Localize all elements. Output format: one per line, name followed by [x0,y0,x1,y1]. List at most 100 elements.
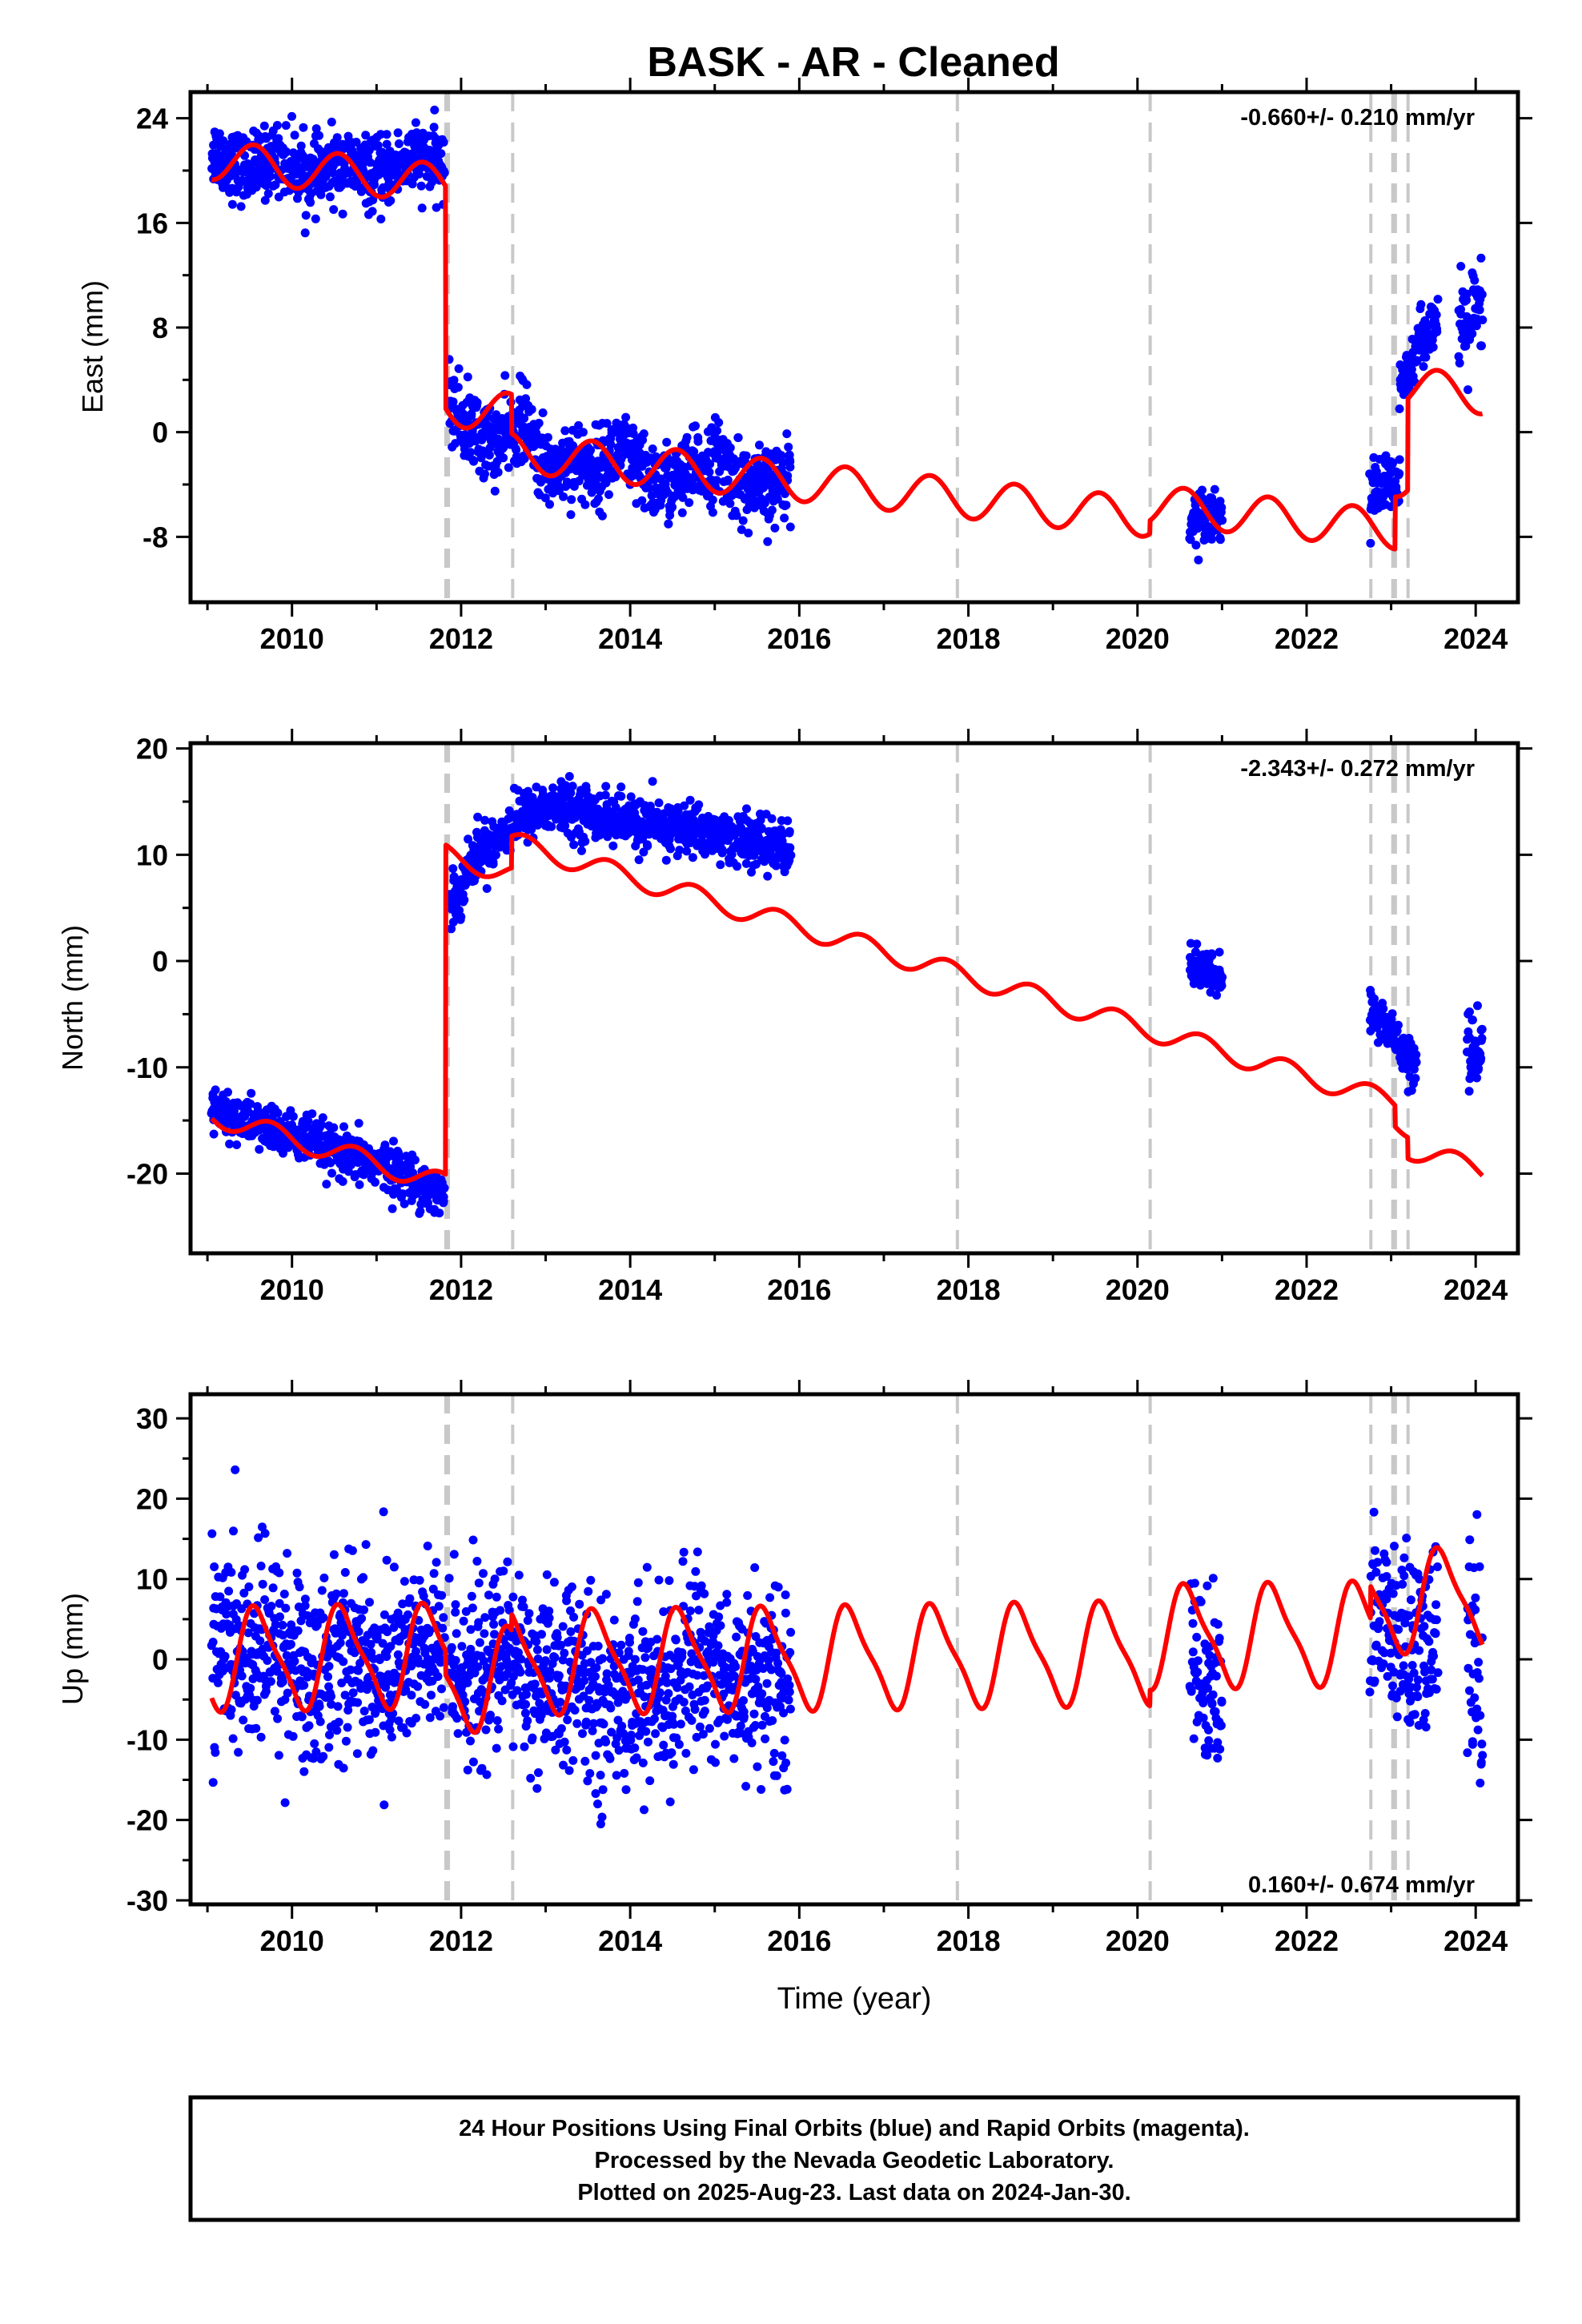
east-data-point [781,501,791,510]
east-data-point [282,147,291,156]
east-data-point [500,371,510,380]
east-data-point [1477,290,1487,300]
east-data-point [758,483,768,493]
up-data-point [1188,1647,1198,1657]
up-data-point [769,1757,778,1767]
east-data-point [777,451,786,460]
east-data-point [476,453,486,463]
up-data-point [453,1729,463,1739]
up-data-point [532,1783,542,1793]
up-data-point [781,1590,790,1599]
up-data-point [310,1739,319,1748]
east-data-point [1433,295,1443,304]
east-x-tick-label: 2020 [1106,622,1170,655]
east-data-point [1432,327,1442,336]
east-data-point [1191,541,1201,550]
east-data-point [578,428,588,437]
east-x-tick-label: 2018 [937,622,1001,655]
up-data-point [429,1569,439,1578]
east-data-point [1395,468,1404,478]
east-data-point [785,522,795,532]
up-data-point [700,1707,709,1716]
up-data-point [625,1638,634,1647]
east-data-point [1464,385,1472,395]
up-data-point [484,1590,493,1600]
up-data-point [630,1655,640,1664]
up-data-point [339,1763,348,1773]
east-plot-frame [188,90,1520,605]
east-data-point [274,134,283,143]
north-data-point [564,772,574,781]
north-y-axis-label: North (mm) [56,925,89,1071]
north-data-point [601,782,611,791]
east-data-point [725,499,735,509]
east-data-point [281,121,291,131]
up-data-point [585,1769,595,1778]
up-data-point [472,1557,482,1566]
east-data-point [521,394,531,404]
up-data-point [267,1602,276,1611]
up-data-point [329,1550,339,1559]
east-data-point [1475,305,1484,315]
up-data-point [621,1785,631,1795]
up-data-point [785,1704,795,1714]
north-data-point [317,1120,326,1130]
up-data-point [630,1614,640,1623]
east-data-point [785,462,795,472]
up-data-point [591,1751,600,1760]
up-data-point [480,1629,489,1638]
up-data-point [693,1547,702,1557]
up-data-point [711,1739,720,1749]
up-data-point [434,1602,444,1611]
east-data-point [432,203,441,212]
east-data-point [677,508,687,517]
north-data-point [452,898,461,907]
east-data-point [416,181,426,191]
north-data-point [355,1180,364,1189]
up-data-point [593,1799,602,1809]
up-data-point [1189,1734,1199,1743]
up-data-point [784,1695,793,1705]
up-data-point [786,1627,796,1637]
up-data-point [542,1570,552,1579]
east-data-point [737,525,746,534]
east-data-point [373,141,383,151]
north-data-point [648,777,657,786]
north-data-point [288,1112,298,1121]
north-data-point [279,1148,287,1158]
up-data-point [319,1751,328,1761]
up-data-point [489,1619,499,1629]
up-data-point [638,1626,648,1636]
north-data-point [400,1199,409,1208]
up-data-point [674,1739,684,1749]
up-data-point [560,1737,569,1747]
north-data-point [447,924,456,934]
east-data-point [499,453,508,463]
north-data-point [733,862,742,871]
up-data-point [659,1740,669,1750]
north-data-point [339,1122,348,1132]
up-data-point [700,1589,709,1598]
north-data-point [371,1177,379,1187]
up-data-point [286,1639,295,1649]
up-data-point [671,1635,681,1645]
up-data-point [1188,1618,1198,1628]
east-data-point [1198,485,1207,495]
up-data-point [665,1797,675,1807]
east-data-point [688,485,697,495]
east-y-tick-label: 24 [136,103,168,135]
up-data-point [569,1612,579,1622]
east-data-point [454,364,464,373]
up-data-point [669,1759,678,1769]
up-data-point [348,1688,358,1698]
up-data-point [324,1743,334,1752]
up-data-point [570,1706,580,1715]
up-data-point [274,1751,283,1760]
up-data-point [679,1698,689,1707]
up-data-point [652,1634,662,1644]
up-data-point [578,1729,587,1739]
up-data-point [640,1805,648,1815]
up-data-point [713,1641,723,1651]
north-data-point [626,792,636,802]
north-data-point [380,1140,390,1150]
